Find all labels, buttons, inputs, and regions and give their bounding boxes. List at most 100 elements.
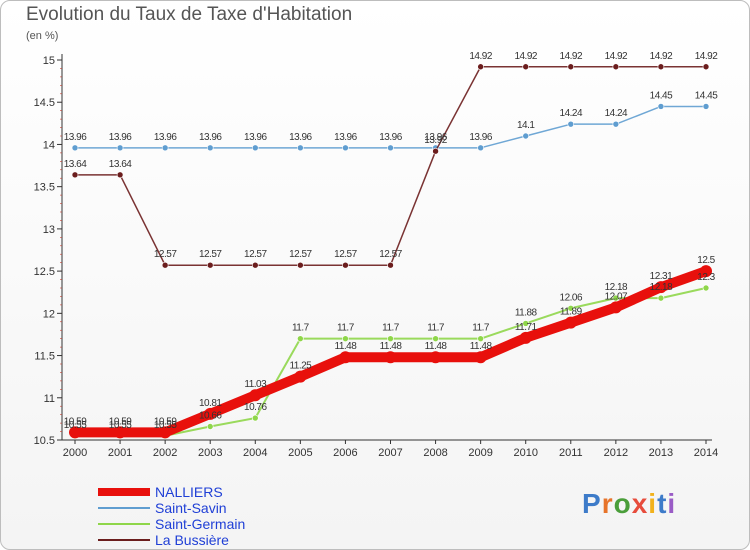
data-label-nalliers: 11.25 [289,361,312,372]
brand-letter: o [613,488,632,519]
data-point-saint-germain [657,294,665,302]
data-point-la-bussiere [567,63,575,71]
x-tick-label: 2011 [559,447,583,459]
data-point-saint-savin [612,120,620,128]
data-point-la-bussiere [161,261,169,269]
data-point-saint-germain [342,335,349,342]
data-point-saint-germain [387,335,394,342]
x-tick-label: 2010 [513,447,537,459]
data-point-saint-savin [477,144,484,152]
y-tick-label: 10.5 [34,435,55,447]
data-label-saint-germain: 10.66 [199,410,222,421]
data-label-saint-germain: 12.18 [605,282,628,293]
data-label-saint-savin: 13.96 [379,132,402,143]
data-label-la-bussiere: 14.92 [695,51,718,62]
data-label-saint-savin: 13.96 [154,132,177,143]
legend-label-la-bussiere: La Bussière [155,532,229,548]
legend-label-saint-savin: Saint-Savin [155,500,227,516]
data-point-saint-germain [612,294,620,302]
brand-letter: i [648,488,658,519]
data-label-nalliers: 11.03 [244,379,267,390]
data-label-la-bussiere: 14.92 [650,51,673,62]
x-tick-label: 2001 [108,447,132,459]
x-tick-label: 2005 [288,447,312,459]
data-label-nalliers: 10.59 [109,416,132,427]
data-label-la-bussiere: 12.57 [289,249,312,260]
brand-letter: r [601,488,614,519]
data-label-saint-savin: 14.24 [560,108,583,119]
x-tick-label: 2012 [604,447,628,459]
data-label-nalliers: 11.48 [425,341,448,352]
brand-logo: Proxiti [582,488,676,520]
y-tick-label: 12 [43,308,55,320]
data-label-saint-savin: 14.45 [650,90,673,101]
data-label-saint-savin: 13.96 [109,132,132,143]
x-tick-label: 2003 [198,447,222,459]
data-label-saint-savin: 13.96 [334,132,357,143]
data-label-la-bussiere: 13.64 [109,159,132,170]
data-label-nalliers: 11.48 [470,341,493,352]
data-point-saint-germain [477,335,484,342]
data-point-la-bussiere [206,261,214,269]
data-label-nalliers: 11.89 [560,307,583,318]
data-label-saint-germain: 12.18 [650,282,673,293]
data-point-la-bussiere [477,63,484,71]
legend-label-nalliers: NALLIERS [155,484,223,500]
x-tick-label: 2008 [423,447,447,459]
data-label-saint-savin: 14.1 [517,120,535,131]
y-tick-label: 11 [44,393,55,405]
legend-swatch-nalliers [98,488,150,496]
data-label-la-bussiere: 14.92 [469,51,492,62]
data-label-nalliers: 11.71 [515,322,538,333]
data-point-la-bussiere [657,63,665,71]
y-tick-label: 14.5 [34,97,55,109]
y-tick-label: 13 [43,224,55,236]
data-point-la-bussiere [432,147,439,155]
series-line-la-bussiere [74,66,707,266]
data-label-la-bussiere: 12.57 [334,249,357,260]
data-point-saint-savin [161,144,169,152]
data-label-la-bussiere: 12.57 [379,249,402,260]
data-label-nalliers: 10.59 [64,416,87,427]
brand-letter: x [631,488,649,519]
data-label-saint-germain: 11.7 [292,323,310,334]
data-point-la-bussiere [116,171,124,179]
data-point-saint-savin [387,144,394,152]
legend-item-la-bussiere: La Bussière [98,532,358,548]
data-point-saint-savin [702,103,710,110]
data-point-saint-germain [251,414,259,422]
data-point-nalliers [429,351,442,364]
data-point-saint-savin [342,144,349,152]
data-point-la-bussiere [297,261,304,269]
data-label-saint-germain: 10.55 [154,420,177,431]
data-point-saint-germain [702,284,710,292]
data-label-la-bussiere: 13.92 [424,135,447,146]
x-tick-label: 2006 [333,447,357,459]
data-label-la-bussiere: 12.57 [244,249,267,260]
data-point-la-bussiere [71,171,79,179]
legend-item-saint-savin: Saint-Savin [98,500,358,516]
data-point-saint-savin [206,144,214,152]
x-tick-label: 2002 [153,447,177,459]
legend-swatch-la-bussiere [98,539,150,541]
data-label-saint-savin: 14.24 [605,108,628,119]
x-tick-label: 2013 [649,447,673,459]
y-tick-label: 15 [43,55,55,67]
data-label-saint-germain: 11.7 [382,323,400,334]
data-point-saint-savin [297,144,304,152]
data-point-nalliers [609,301,622,314]
data-label-nalliers: 12.31 [650,271,673,282]
y-tick-label: 12.5 [34,266,55,278]
data-point-la-bussiere [251,261,259,269]
data-label-la-bussiere: 14.92 [605,51,628,62]
data-point-saint-savin [251,144,259,152]
data-label-saint-savin: 13.96 [64,132,87,143]
data-point-nalliers [339,351,352,364]
data-point-saint-savin [71,144,79,152]
data-label-saint-germain: 12.06 [560,292,583,303]
data-label-nalliers: 10.59 [154,416,177,427]
data-point-saint-germain [297,335,304,342]
data-label-saint-germain: 10.55 [64,420,87,431]
data-point-la-bussiere [702,63,710,71]
